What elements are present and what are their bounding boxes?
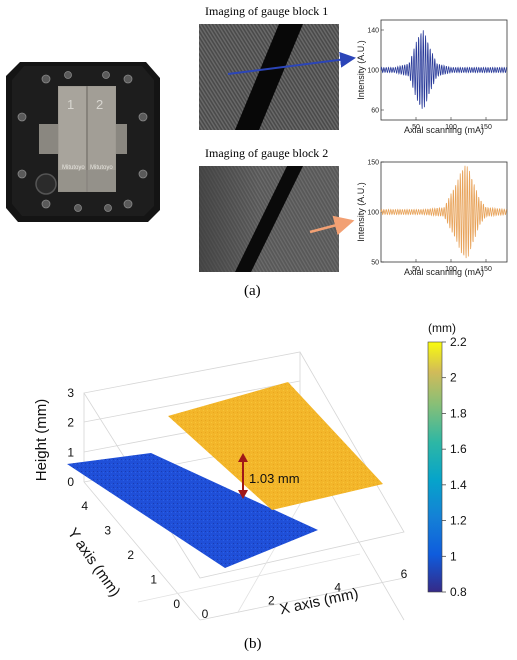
imaging-title-1: Imaging of gauge block 1	[205, 4, 329, 18]
x-tick-label: 2	[268, 594, 275, 608]
chart2-ytick-label: 50	[371, 260, 379, 267]
chart1-xtick-label: 100	[445, 124, 457, 131]
y-axis-title: Y axis (mm)	[64, 525, 124, 600]
step-height-label: 1.03 mm	[249, 471, 300, 486]
intensity-chart-1: 50 100 150 60 100 140 Intensity (A.U.) Axial …	[356, 19, 508, 135]
panel-a-caption: (a)	[244, 283, 261, 299]
chart1-ytick-label: 60	[371, 108, 379, 115]
colorbar-tick-label: 2	[450, 371, 457, 385]
chart1-xlabel: Axial scanning (mA)	[404, 125, 484, 135]
fringe-image-2	[199, 166, 339, 272]
colorbar-tick-label: 1.8	[450, 406, 467, 420]
z-tick-label: 2	[67, 416, 74, 430]
chart2-signal-line	[380, 165, 507, 259]
surface-block-1	[67, 453, 318, 568]
chart1-ytick-label: 140	[367, 28, 379, 35]
intensity-chart-2: 50 100 150 50 100 150 Intensity (A.U.) Axial …	[356, 160, 508, 277]
chart2-xtick-label: 100	[445, 266, 457, 273]
chart2-ytick-label: 150	[367, 160, 379, 167]
block-label-2: 2	[96, 97, 104, 112]
colorbar-tick-label: 1.6	[450, 442, 467, 456]
chart1-xtick-label: 150	[480, 124, 492, 131]
step-height-arrow	[238, 453, 248, 499]
x-tick-label: 0	[202, 607, 209, 621]
y-tick-label: 4	[81, 499, 88, 513]
chart1-signal-line	[380, 30, 507, 109]
x-axis-title: X axis (mm)	[278, 585, 360, 618]
block-brand-1: Mitutoyo	[62, 165, 85, 171]
colorbar-tick-label: 1.2	[450, 514, 467, 528]
colorbar-tick-label: 1.4	[450, 478, 467, 492]
chart2-ytick-label: 100	[367, 210, 379, 217]
colorbar-unit: (mm)	[428, 321, 456, 335]
panel-b-caption: (b)	[244, 636, 262, 652]
z-tick-label: 0	[67, 475, 74, 489]
arrow-block2-to-chart	[309, 215, 355, 236]
y-tick-label: 0	[173, 597, 180, 611]
y-tick-label: 1	[150, 573, 157, 587]
chart2-ylabel: Intensity (A.U.)	[356, 182, 366, 242]
surface-block-2	[168, 382, 383, 510]
connector-arrows	[227, 51, 356, 236]
arrow-block1-to-chart	[227, 51, 356, 75]
y-tick-label: 2	[127, 548, 134, 562]
chart1-ylabel: Intensity (A.U.)	[356, 40, 366, 100]
z-tick-label: 3	[67, 386, 74, 400]
block-label-1: 1	[67, 97, 75, 112]
colorbar-tick-label: 0.8	[450, 585, 467, 599]
gauge-block-photo	[6, 62, 160, 222]
colorbar-tick-label: 1	[450, 549, 457, 563]
z-tick-label: 1	[67, 445, 74, 459]
chart2-xtick-label: 150	[480, 266, 492, 273]
imaging-title-2: Imaging of gauge block 2	[205, 146, 329, 160]
x-tick-label: 6	[401, 567, 408, 581]
fringe-image-1	[199, 24, 339, 130]
chart1-xtick-label: 50	[412, 124, 420, 131]
block-brand-2: Mitutoyo	[90, 165, 113, 171]
chart2-xlabel: Axial scanning (mA)	[404, 267, 484, 277]
z-axis-title: Height (mm)	[33, 399, 50, 482]
colorbar	[427, 341, 443, 593]
chart1-ytick-label: 100	[367, 68, 379, 75]
y-tick-label: 3	[104, 524, 111, 538]
colorbar-tick-label: 2.2	[450, 335, 467, 349]
chart2-xtick-label: 50	[412, 266, 420, 273]
x-tick-label: 4	[334, 580, 341, 594]
